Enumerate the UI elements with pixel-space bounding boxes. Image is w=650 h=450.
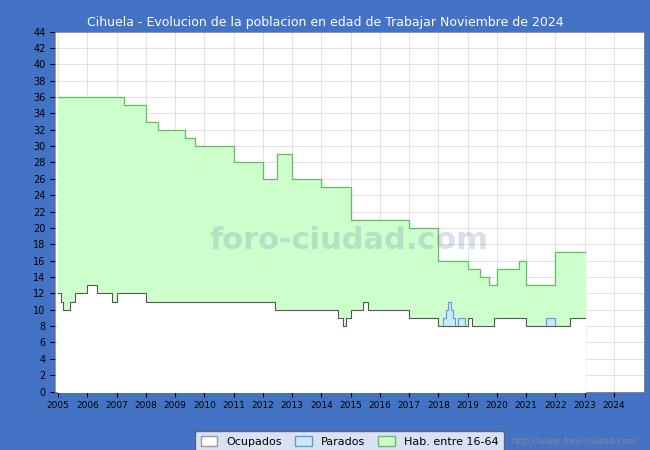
- Legend: Ocupados, Parados, Hab. entre 16-64: Ocupados, Parados, Hab. entre 16-64: [195, 431, 504, 450]
- Text: http://www.foro-ciudad.com: http://www.foro-ciudad.com: [512, 436, 637, 446]
- Text: Cihuela - Evolucion de la poblacion en edad de Trabajar Noviembre de 2024: Cihuela - Evolucion de la poblacion en e…: [86, 16, 564, 29]
- Text: foro-ciudad.com: foro-ciudad.com: [210, 226, 489, 255]
